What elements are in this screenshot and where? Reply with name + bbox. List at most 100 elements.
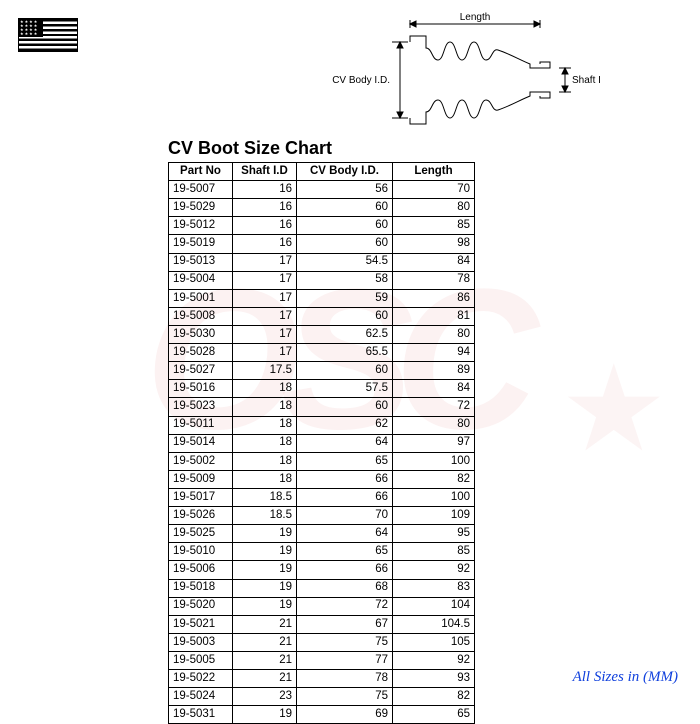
- table-cell: 18: [233, 380, 297, 398]
- table-cell: 19: [233, 706, 297, 724]
- table-cell: 75: [297, 688, 393, 706]
- table-row: 19-5014186497: [169, 434, 475, 452]
- table-cell: 93: [393, 670, 475, 688]
- table-row: 19-5025196495: [169, 525, 475, 543]
- watermark-star-icon: ★: [560, 340, 668, 479]
- table-cell: 19: [233, 561, 297, 579]
- table-cell: 19-5013: [169, 253, 233, 271]
- size-chart-table: Part No Shaft I.D CV Body I.D. Length 19…: [168, 162, 475, 724]
- table-cell: 19-5002: [169, 452, 233, 470]
- table-cell: 72: [297, 597, 393, 615]
- table-row: 19-5010196585: [169, 543, 475, 561]
- table-cell: 95: [393, 525, 475, 543]
- table-cell: 83: [393, 579, 475, 597]
- col-header-length: Length: [393, 163, 475, 181]
- table-cell: 105: [393, 633, 475, 651]
- table-row: 19-5018196883: [169, 579, 475, 597]
- table-cell: 19-5020: [169, 597, 233, 615]
- table-cell: 65: [297, 452, 393, 470]
- table-row: 19-5005217792: [169, 651, 475, 669]
- table-cell: 54.5: [297, 253, 393, 271]
- table-cell: 60: [297, 217, 393, 235]
- col-header-cvbody: CV Body I.D.: [297, 163, 393, 181]
- table-cell: 19-5011: [169, 416, 233, 434]
- table-cell: 94: [393, 344, 475, 362]
- table-cell: 57.5: [297, 380, 393, 398]
- table-cell: 60: [297, 398, 393, 416]
- table-cell: 78: [297, 670, 393, 688]
- footnote-units: All Sizes in (MM): [573, 669, 678, 686]
- table-cell: 92: [393, 561, 475, 579]
- table-cell: 65: [393, 706, 475, 724]
- table-cell: 19-5030: [169, 325, 233, 343]
- table-cell: 21: [233, 615, 297, 633]
- table-cell: 17: [233, 289, 297, 307]
- table-row: 19-5006196692: [169, 561, 475, 579]
- table-cell: 85: [393, 543, 475, 561]
- table-header-row: Part No Shaft I.D CV Body I.D. Length: [169, 163, 475, 181]
- table-row: 19-5024237582: [169, 688, 475, 706]
- table-row: 19-50281765.594: [169, 344, 475, 362]
- table-cell: 60: [297, 362, 393, 380]
- table-row: 19-5023186072: [169, 398, 475, 416]
- table-row: 19-502717.56089: [169, 362, 475, 380]
- table-cell: 18.5: [233, 507, 297, 525]
- col-header-partno: Part No: [169, 163, 233, 181]
- table-cell: 100: [393, 488, 475, 506]
- cv-boot-diagram: Length CV Body I.D. Shaft I.D.: [280, 10, 600, 135]
- table-cell: 75: [297, 633, 393, 651]
- table-cell: 19-5026: [169, 507, 233, 525]
- table-row: 19-5007165670: [169, 181, 475, 199]
- table-cell: 21: [233, 633, 297, 651]
- table-cell: 68: [297, 579, 393, 597]
- table-cell: 86: [393, 289, 475, 307]
- col-header-shaft: Shaft I.D: [233, 163, 297, 181]
- table-row: 19-5004175878: [169, 271, 475, 289]
- table-cell: 82: [393, 470, 475, 488]
- table-cell: 84: [393, 380, 475, 398]
- table-row: 19-501718.566100: [169, 488, 475, 506]
- table-cell: 19: [233, 543, 297, 561]
- table-row: 19-50301762.580: [169, 325, 475, 343]
- table-cell: 66: [297, 488, 393, 506]
- table-row: 19-50021865100: [169, 452, 475, 470]
- table-row: 19-5029166080: [169, 199, 475, 217]
- table-cell: 64: [297, 525, 393, 543]
- table-row: 19-5001175986: [169, 289, 475, 307]
- table-cell: 19-5016: [169, 380, 233, 398]
- table-cell: 19-5006: [169, 561, 233, 579]
- table-cell: 80: [393, 325, 475, 343]
- table-cell: 60: [297, 307, 393, 325]
- table-cell: 18: [233, 434, 297, 452]
- table-cell: 19-5027: [169, 362, 233, 380]
- us-flag-icon: ★★★★★★★★★★★★★★★★: [18, 18, 78, 52]
- table-row: 19-5012166085: [169, 217, 475, 235]
- table-cell: 16: [233, 235, 297, 253]
- table-row: 19-5009186682: [169, 470, 475, 488]
- table-cell: 17: [233, 271, 297, 289]
- table-row: 19-502618.570109: [169, 507, 475, 525]
- table-row: 19-50201972104: [169, 597, 475, 615]
- table-cell: 19-5021: [169, 615, 233, 633]
- table-cell: 18.5: [233, 488, 297, 506]
- table-cell: 19: [233, 597, 297, 615]
- table-cell: 17: [233, 253, 297, 271]
- table-cell: 19-5029: [169, 199, 233, 217]
- table-cell: 18: [233, 398, 297, 416]
- table-row: 19-5031196965: [169, 706, 475, 724]
- table-cell: 16: [233, 217, 297, 235]
- table-row: 19-50032175105: [169, 633, 475, 651]
- table-cell: 84: [393, 253, 475, 271]
- diagram-cvbody-label: CV Body I.D.: [332, 75, 390, 86]
- table-cell: 58: [297, 271, 393, 289]
- table-cell: 18: [233, 452, 297, 470]
- table-cell: 104.5: [393, 615, 475, 633]
- table-cell: 19-5010: [169, 543, 233, 561]
- table-cell: 16: [233, 181, 297, 199]
- table-cell: 19-5005: [169, 651, 233, 669]
- table-cell: 19-5018: [169, 579, 233, 597]
- table-cell: 100: [393, 452, 475, 470]
- table-cell: 19-5019: [169, 235, 233, 253]
- diagram-shaft-label: Shaft I.D.: [572, 75, 600, 86]
- table-cell: 19-5022: [169, 670, 233, 688]
